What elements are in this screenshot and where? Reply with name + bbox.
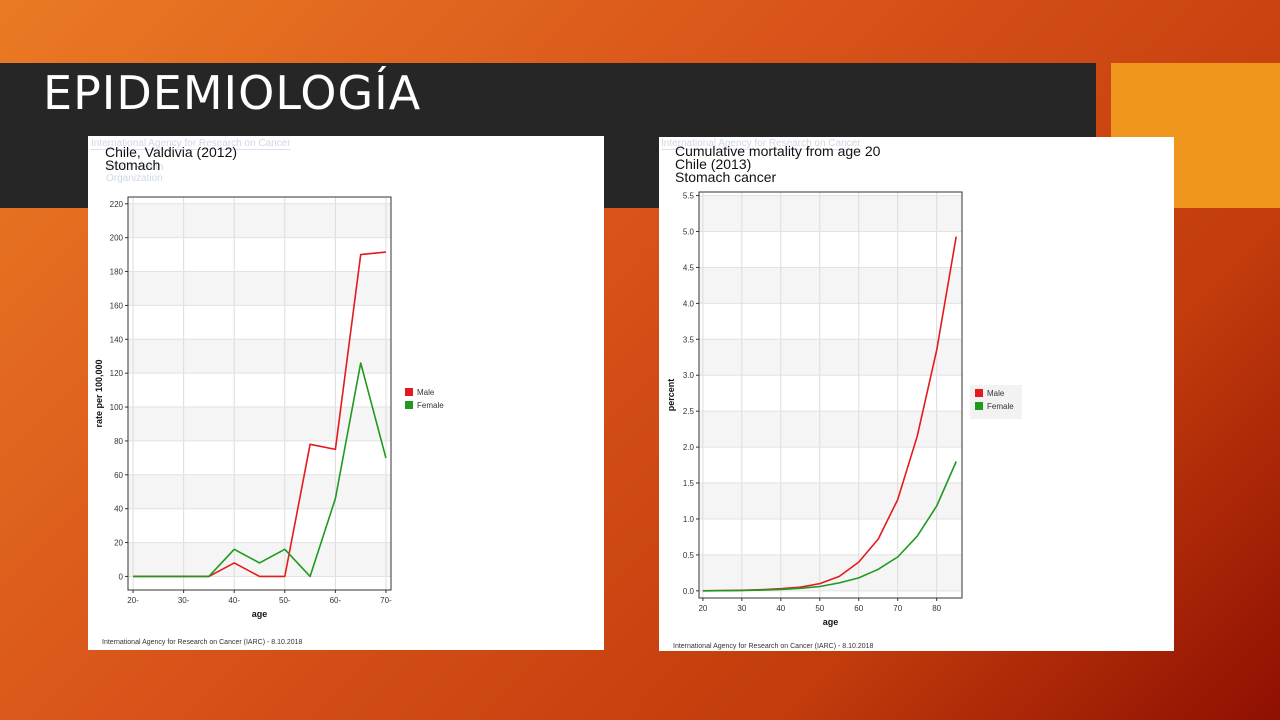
y-tick-label: 5.5: [683, 192, 695, 201]
y-tick-label: 4.0: [683, 299, 695, 308]
legend-label-male: Male: [417, 388, 435, 397]
x-tick-label: 30-: [178, 596, 190, 605]
legend-swatch-female: [975, 402, 983, 410]
x-tick-label: 60-: [330, 596, 342, 605]
x-tick-label: 70-: [380, 596, 392, 605]
y-tick-label: 1.0: [683, 515, 695, 524]
grid-band: [699, 195, 962, 232]
y-tick-label: 2.5: [683, 407, 695, 416]
x-tick-label: 40-: [228, 596, 240, 605]
grid-band: [128, 271, 391, 306]
y-tick-label: 100: [110, 403, 124, 412]
y-tick-label: 3.0: [683, 371, 695, 380]
x-tick-label: 50: [815, 604, 824, 613]
x-tick-label: 50-: [279, 596, 291, 605]
iarc-watermark: International Agency for Research on Can…: [91, 138, 291, 150]
y-tick-label: 200: [110, 234, 124, 243]
grid-band: [128, 474, 391, 509]
series-line-female: [133, 362, 387, 578]
grid-band: [128, 542, 391, 577]
legend-label-male: Male: [987, 389, 1005, 398]
x-axis-label: age: [252, 609, 268, 619]
x-tick-label: 80: [932, 604, 941, 613]
chart-panel-mortality: International Agency for Research on Can…: [659, 137, 1174, 651]
x-tick-label: 30: [737, 604, 746, 613]
y-tick-label: 120: [110, 369, 124, 378]
grid-band: [699, 267, 962, 304]
chart-subtitle: Chile (2013): [675, 156, 751, 172]
grid-band: [699, 411, 962, 448]
chart-subtitle: Stomach cancer: [675, 169, 776, 185]
series-line-female: [702, 461, 957, 592]
y-tick-label: 20: [114, 539, 123, 548]
y-tick-label: 60: [114, 471, 123, 480]
y-tick-label: 0.0: [683, 587, 695, 596]
x-tick-label: 20: [698, 604, 707, 613]
legend-swatch-female: [405, 401, 413, 409]
x-tick-label: 60: [854, 604, 863, 613]
y-tick-label: 80: [114, 437, 123, 446]
y-tick-label: 180: [110, 268, 124, 277]
footer-credit: International Agency for Research on Can…: [102, 639, 302, 646]
y-axis-label: rate per 100,000: [94, 359, 104, 427]
legend-swatch-male: [975, 389, 983, 397]
y-tick-label: 220: [110, 200, 124, 209]
iarc-watermark: International Agency for Research on Can…: [661, 138, 861, 150]
y-tick-label: 1.5: [683, 479, 695, 488]
chart-subtitle: Stomach: [105, 157, 160, 173]
grid-band: [699, 339, 962, 376]
y-axis-label: percent: [666, 379, 676, 412]
chart-title: Cumulative mortality from age 20: [675, 143, 881, 159]
legend-swatch-male: [405, 388, 413, 396]
x-axis-label: age: [823, 617, 839, 627]
legend-label-female: Female: [987, 402, 1014, 411]
y-tick-label: 0.5: [683, 551, 695, 560]
slide-title: EPIDEMIOLOGÍA: [43, 66, 422, 120]
y-tick-label: 140: [110, 335, 124, 344]
grid-band: [699, 554, 962, 591]
plot-area: [128, 197, 391, 590]
y-tick-label: 0: [119, 572, 124, 581]
footer-credit: International Agency for Research on Can…: [673, 643, 873, 650]
x-tick-label: 70: [893, 604, 902, 613]
y-tick-label: 4.5: [683, 263, 695, 272]
y-tick-label: 40: [114, 505, 123, 514]
grid-band: [699, 483, 962, 519]
grid-band: [128, 339, 391, 374]
plot-frame: [127, 196, 392, 591]
plot-area: [699, 192, 962, 598]
grid-band: [128, 203, 391, 238]
incidence-chart: Chile, Valdivia (2012)Stomach 0 20 40 60 80 10…: [94, 144, 444, 646]
y-tick-label: 160: [110, 301, 124, 310]
chart-title: Chile, Valdivia (2012): [105, 144, 237, 160]
y-tick-label: 2.0: [683, 443, 695, 452]
x-tick-label: 40: [776, 604, 785, 613]
who-watermark: World Health Organization: [106, 162, 164, 184]
x-tick-label: 20-: [127, 596, 139, 605]
plot-frame: [698, 191, 963, 599]
chart-panel-incidence: International Agency for Research on Can…: [88, 136, 604, 650]
legend-label-female: Female: [417, 401, 444, 410]
y-tick-label: 3.5: [683, 335, 695, 344]
y-tick-label: 5.0: [683, 228, 695, 237]
